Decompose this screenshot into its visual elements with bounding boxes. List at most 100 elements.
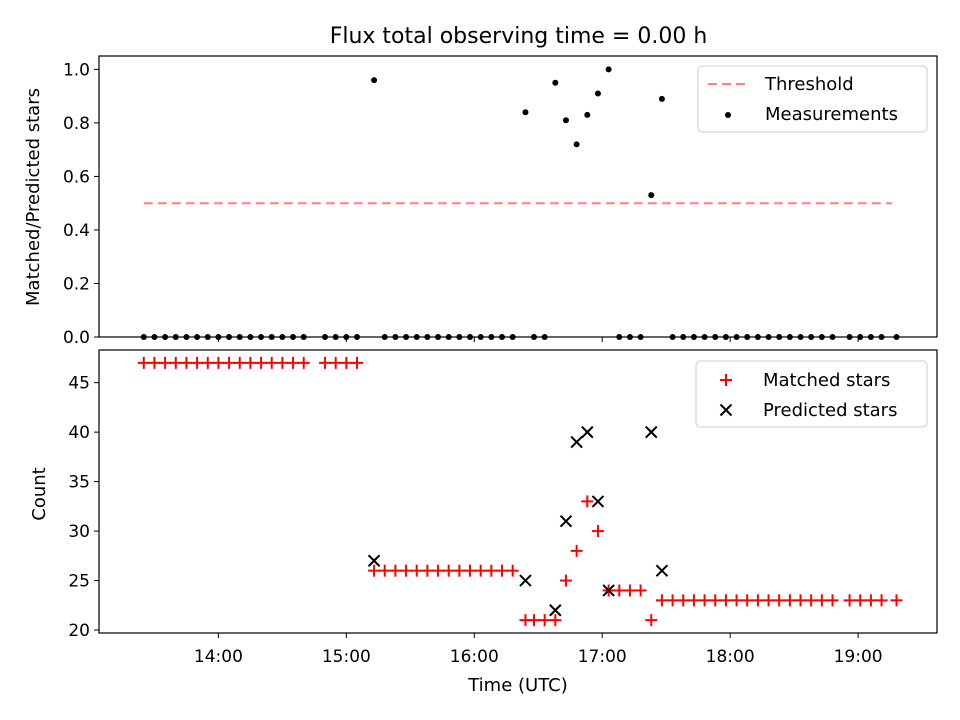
matched-star-point	[180, 356, 193, 369]
legend-predicted-swatch	[719, 403, 733, 417]
matched-star-point	[549, 614, 562, 627]
matched-star-point	[843, 594, 856, 607]
matched-star-point	[623, 584, 636, 597]
legend-matched-swatch	[720, 374, 732, 386]
x-tick-label: 14:00	[194, 647, 243, 667]
bottom-legend: Matched stars Predicted stars	[695, 360, 928, 428]
matched-star-point	[319, 356, 332, 369]
matched-star-point	[223, 356, 236, 369]
matched-star-point	[687, 594, 700, 607]
matched-star-point	[570, 544, 583, 557]
bottom-y-ticks: 20 25 30 35 40 45	[68, 374, 99, 641]
x-axis-label: Time (UTC)	[467, 675, 568, 696]
measurement-point	[605, 66, 612, 73]
x-tick-label: 19:00	[834, 647, 883, 667]
matched-star-point	[212, 356, 225, 369]
bottom-y-axis-label: Count	[29, 467, 50, 520]
matched-star-point	[400, 564, 413, 577]
matched-star-point	[655, 594, 668, 607]
matched-star-point	[421, 564, 434, 577]
bottom-axes-frame	[98, 349, 938, 634]
matched-star-point	[201, 356, 214, 369]
measurement-point	[552, 79, 559, 86]
legend-box	[697, 65, 928, 133]
bottom-panel: 20 25 30 35 40 45 14:00 15:00 16:00 17:00 18:00 19…	[29, 349, 938, 696]
y-tick-label: 0.4	[63, 221, 90, 241]
measurement-point	[658, 95, 665, 102]
top-axes-frame	[98, 55, 938, 338]
matched-star-point	[773, 594, 786, 607]
matched-star-point	[719, 594, 732, 607]
y-tick-label: 0.0	[63, 328, 90, 348]
matched-star-point	[453, 564, 466, 577]
bottom-x-ticks: 14:00 15:00 16:00 17:00 18:00 19:00	[194, 633, 883, 667]
matched-star-point	[297, 356, 310, 369]
matched-star-point	[634, 584, 647, 597]
predicted-star-point	[570, 435, 583, 449]
predicted-star-point	[559, 514, 573, 528]
matched-star-point	[826, 594, 839, 607]
top-y-ticks: 0.0 0.2 0.4 0.6 0.8 1.0	[63, 60, 99, 348]
matched-star-point	[854, 594, 867, 607]
matched-star-point	[527, 614, 540, 627]
matched-star-point	[378, 564, 391, 577]
predicted-star-point	[602, 584, 615, 597]
x-tick-label: 16:00	[450, 647, 499, 667]
matched-star-point	[287, 356, 300, 369]
y-tick-label: 0.8	[63, 114, 90, 134]
matched-star-point	[559, 574, 572, 587]
measurement-point	[522, 109, 529, 116]
measurement-point	[562, 117, 569, 124]
matched-star-point	[265, 356, 278, 369]
y-tick-label: 30	[68, 522, 90, 542]
matched-star-point	[875, 594, 888, 607]
matched-star-point	[890, 594, 903, 607]
matched-star-point	[244, 356, 257, 369]
x-tick-label: 17:00	[578, 647, 627, 667]
top-y-axis-label: Matched/Predicted stars	[23, 88, 44, 306]
matched-star-point	[751, 594, 764, 607]
matched-star-point	[389, 564, 402, 577]
matched-star-point	[613, 584, 626, 597]
y-tick-label: 0.2	[63, 274, 90, 294]
bottom-plot-area	[137, 356, 903, 627]
matched-star-point	[506, 564, 519, 577]
matched-star-point	[538, 614, 551, 627]
matched-star-point	[864, 594, 877, 607]
y-tick-label: 25	[68, 572, 90, 592]
matched-star-point	[410, 564, 423, 577]
top-x-ticks	[217, 337, 859, 342]
y-tick-label: 1.0	[63, 60, 90, 80]
matched-star-point	[698, 594, 711, 607]
matched-star-point	[340, 356, 353, 369]
matched-star-point	[432, 564, 445, 577]
matched-star-point	[677, 594, 690, 607]
matched-star-point	[645, 614, 658, 627]
matched-star-point	[496, 564, 509, 577]
matched-star-point	[169, 356, 182, 369]
y-tick-label: 0.6	[63, 167, 90, 187]
matched-star-point	[137, 356, 150, 369]
matched-star-point	[276, 356, 289, 369]
matched-star-point	[762, 594, 775, 607]
legend-threshold-label: Threshold	[764, 74, 854, 95]
matched-star-point	[255, 356, 268, 369]
legend-box	[695, 360, 928, 428]
matched-star-point	[442, 564, 455, 577]
matched-star-point	[159, 356, 172, 369]
matched-star-point	[233, 356, 246, 369]
matched-star-point	[591, 525, 604, 538]
matched-star-point	[351, 356, 364, 369]
figure-title: Flux total observing time = 0.00 h	[330, 24, 708, 49]
matched-star-point	[741, 594, 754, 607]
top-legend: Threshold Measurements	[697, 65, 928, 133]
matched-star-point	[329, 356, 342, 369]
predicted-star-point	[519, 574, 532, 587]
measurement-point	[371, 77, 378, 84]
measurement-point	[584, 111, 591, 118]
predicted-star-point	[549, 604, 562, 617]
matched-star-point	[730, 594, 743, 607]
x-tick-label: 15:00	[322, 647, 371, 667]
matched-star-point	[783, 594, 796, 607]
